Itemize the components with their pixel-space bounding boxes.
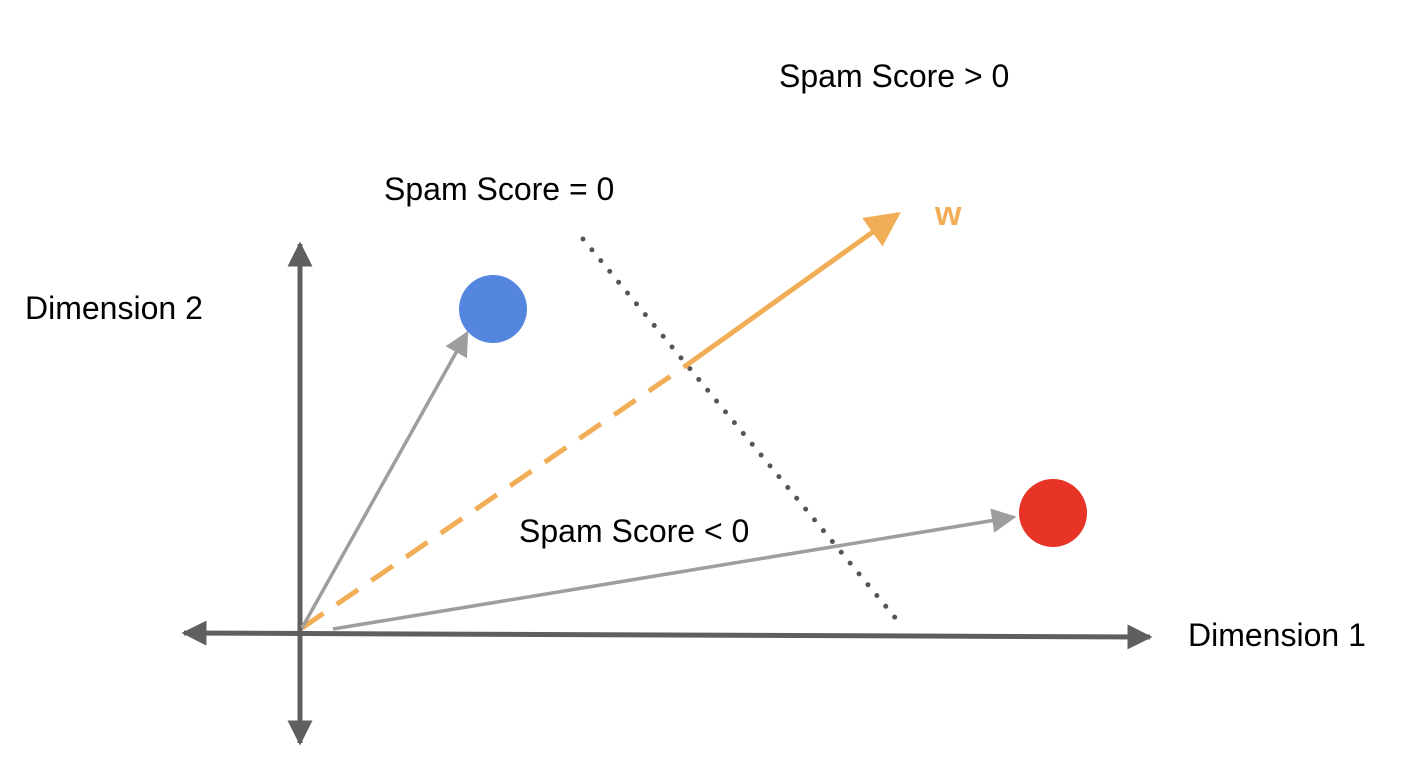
red-data-point [1019, 479, 1087, 547]
dimension-1-label: Dimension 1 [1188, 617, 1366, 653]
blue-data-point [459, 275, 527, 343]
blue-point-vector [300, 330, 469, 629]
decision-boundary [580, 236, 905, 629]
dimension-1-axis [181, 620, 1153, 650]
weight-vector-dashed [300, 364, 686, 631]
spam-score-positive-label: Spam Score > 0 [779, 58, 1009, 94]
spam-score-negative-label: Spam Score < 0 [519, 513, 749, 549]
dimension-2-label: Dimension 2 [25, 290, 203, 326]
weight-vector-label: w [934, 195, 962, 233]
spam-score-zero-label: Spam Score = 0 [384, 171, 614, 207]
weight-vector-arrow [682, 211, 901, 370]
red-point-vector [332, 508, 1017, 631]
